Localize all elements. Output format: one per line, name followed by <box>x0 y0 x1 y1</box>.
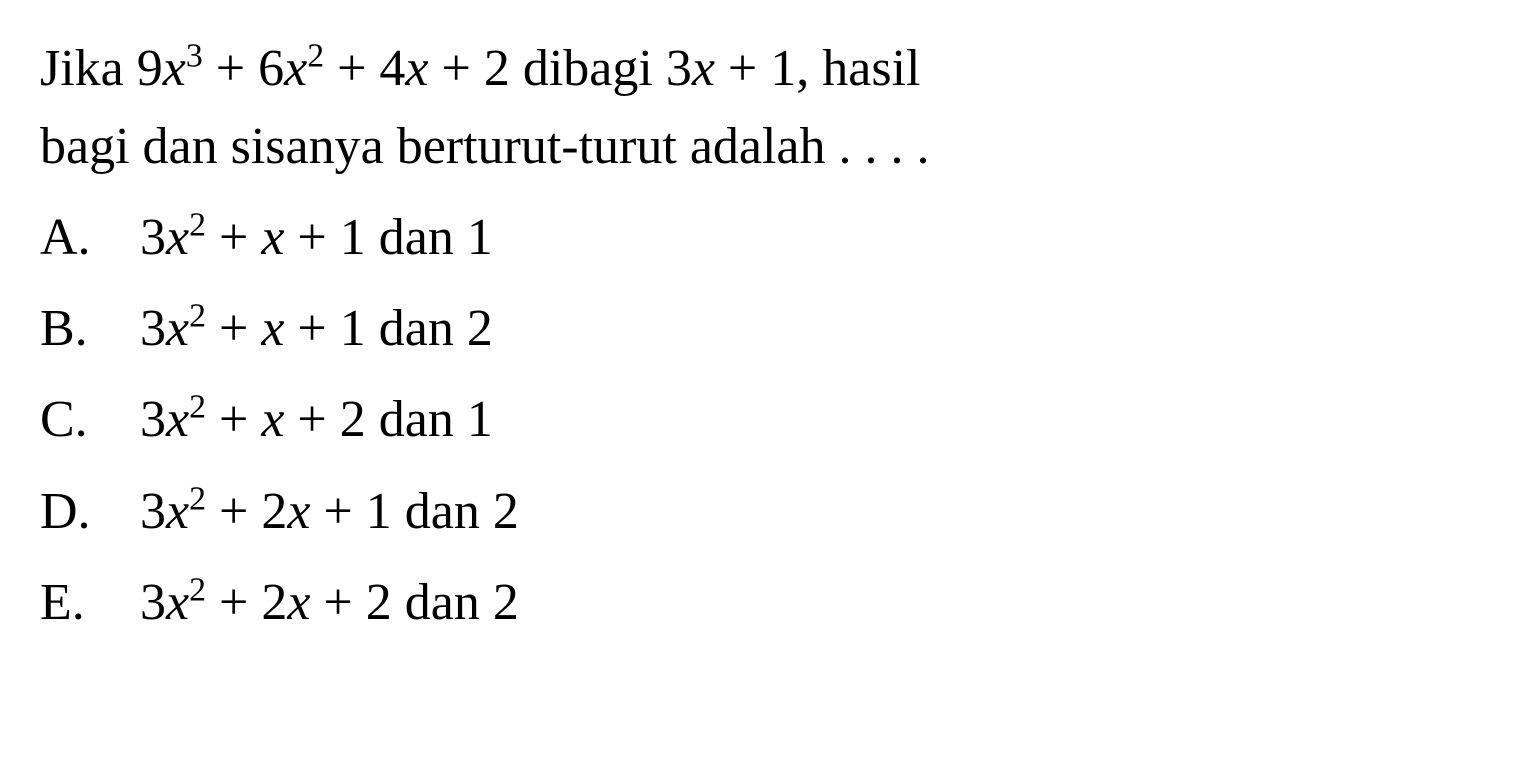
q-var: x <box>163 40 186 97</box>
opt-var: x <box>287 483 310 540</box>
q-text: + 4 <box>324 40 405 97</box>
option-letter: A. <box>40 196 140 279</box>
option-letter: E. <box>40 561 140 644</box>
option-c: C. 3x2 + x + 2 dan 1 <box>40 378 1487 461</box>
opt-text: 3 <box>140 300 166 357</box>
option-b: B. 3x2 + x + 1 dan 2 <box>40 287 1487 370</box>
opt-text: 3 <box>140 483 166 540</box>
opt-exp: 2 <box>189 389 206 426</box>
option-letter: B. <box>40 287 140 370</box>
opt-text: + 2 <box>206 483 287 540</box>
opt-var: x <box>166 574 189 631</box>
opt-text: + 1 dan 2 <box>284 300 492 357</box>
opt-text: 3 <box>140 391 166 448</box>
opt-text: 3 <box>140 209 166 266</box>
option-content: 3x2 + 2x + 2 dan 2 <box>140 561 1487 644</box>
option-e: E. 3x2 + 2x + 2 dan 2 <box>40 561 1487 644</box>
opt-var: x <box>166 391 189 448</box>
option-letter: D. <box>40 470 140 553</box>
q-var: x <box>405 40 428 97</box>
option-d: D. 3x2 + 2x + 1 dan 2 <box>40 470 1487 553</box>
question-line-1: Jika 9x3 + 6x2 + 4x + 2 dibagi 3x + 1, h… <box>40 30 1487 108</box>
option-content: 3x2 + x + 1 dan 2 <box>140 287 1487 370</box>
opt-text: + <box>206 209 261 266</box>
option-content: 3x2 + 2x + 1 dan 2 <box>140 470 1487 553</box>
opt-var: x <box>261 391 284 448</box>
opt-text: + <box>206 391 261 448</box>
opt-text: 3 <box>140 574 166 631</box>
q-text: + 6 <box>203 40 284 97</box>
opt-exp: 2 <box>189 571 206 608</box>
opt-exp: 2 <box>189 480 206 517</box>
option-letter: C. <box>40 378 140 461</box>
question-line-2: bagi dan sisanya berturut-turut adalah .… <box>40 108 1487 186</box>
q-text: + 1, hasil <box>715 40 921 97</box>
opt-text: + 2 dan 2 <box>310 574 518 631</box>
q-text: Jika 9 <box>40 40 163 97</box>
q-var: x <box>692 40 715 97</box>
question-text: Jika 9x3 + 6x2 + 4x + 2 dibagi 3x + 1, h… <box>40 30 1487 186</box>
opt-var: x <box>166 209 189 266</box>
opt-text: + 1 dan 1 <box>284 209 492 266</box>
option-content: 3x2 + x + 1 dan 1 <box>140 196 1487 279</box>
q-exp: 2 <box>307 38 324 75</box>
opt-exp: 2 <box>189 207 206 244</box>
opt-var: x <box>166 300 189 357</box>
q-text: + 2 dibagi 3 <box>429 40 692 97</box>
q-exp: 3 <box>186 38 203 75</box>
opt-text: + 2 dan 1 <box>284 391 492 448</box>
q-var: x <box>284 40 307 97</box>
opt-var: x <box>261 209 284 266</box>
options-list: A. 3x2 + x + 1 dan 1 B. 3x2 + x + 1 dan … <box>40 196 1487 644</box>
opt-var: x <box>166 483 189 540</box>
opt-text: + 2 <box>206 574 287 631</box>
opt-text: + <box>206 300 261 357</box>
option-content: 3x2 + x + 2 dan 1 <box>140 378 1487 461</box>
opt-var: x <box>261 300 284 357</box>
option-a: A. 3x2 + x + 1 dan 1 <box>40 196 1487 279</box>
opt-text: + 1 dan 2 <box>310 483 518 540</box>
opt-exp: 2 <box>189 298 206 335</box>
opt-var: x <box>287 574 310 631</box>
